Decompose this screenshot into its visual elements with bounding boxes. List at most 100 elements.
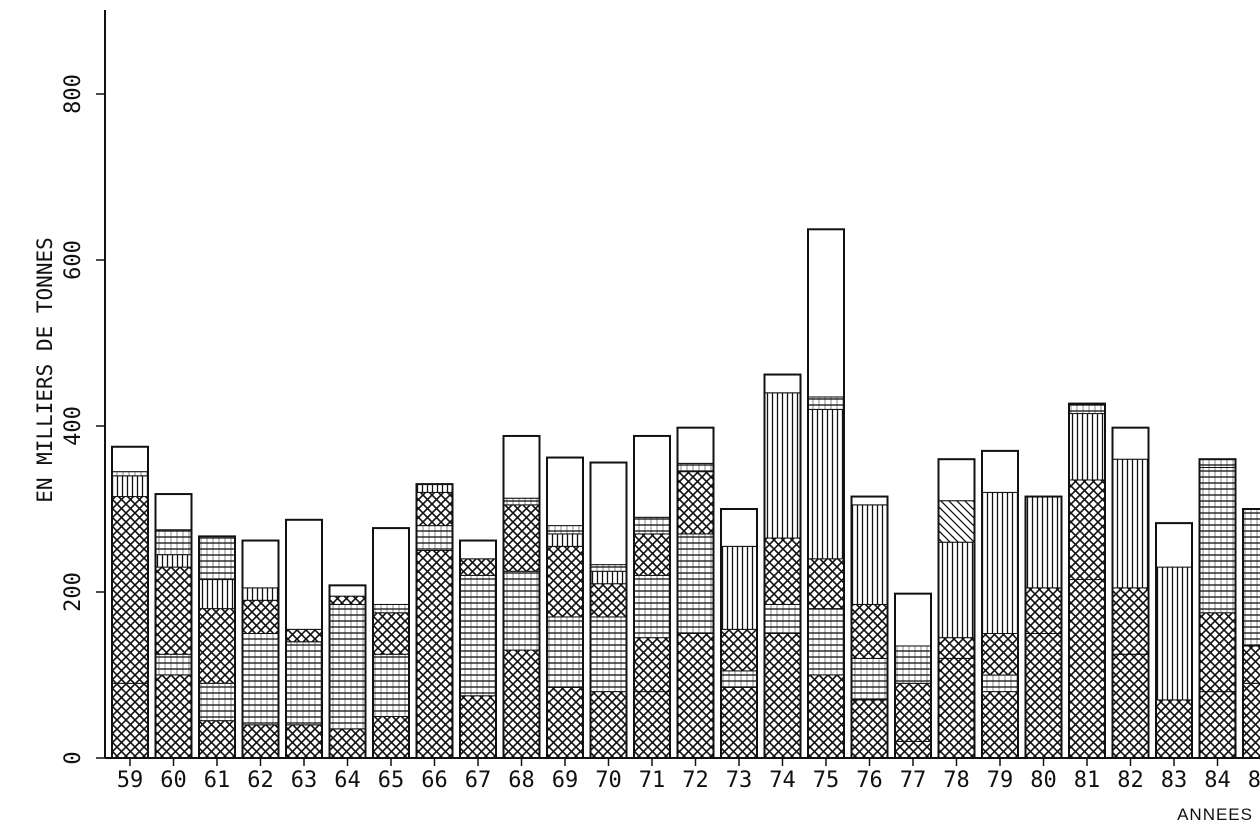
bar-segment bbox=[198, 537, 236, 581]
bar-65 bbox=[372, 527, 410, 760]
bar-77 bbox=[894, 592, 932, 759]
x-tick-label: 78 bbox=[943, 768, 970, 793]
bar-segment bbox=[459, 574, 497, 697]
bar-segment bbox=[1025, 633, 1062, 759]
bar-68 bbox=[502, 434, 541, 759]
bar-segment bbox=[198, 579, 236, 610]
bar-segment bbox=[1068, 579, 1106, 759]
bar-segment bbox=[590, 691, 627, 759]
bar-segment bbox=[807, 674, 845, 759]
bar-segment bbox=[242, 633, 279, 726]
x-tick-label: 60 bbox=[160, 768, 187, 793]
x-tick-label: 77 bbox=[900, 768, 927, 793]
bar-segment bbox=[1112, 458, 1149, 589]
bar-segment bbox=[894, 682, 932, 742]
x-tick-label: 83 bbox=[1161, 768, 1188, 793]
bar-segment bbox=[981, 491, 1019, 634]
bar-85 bbox=[1242, 508, 1260, 759]
bar-80 bbox=[1024, 495, 1063, 759]
x-tick-label: 68 bbox=[508, 768, 535, 793]
y-tick-label: 200 bbox=[61, 572, 86, 612]
bar-segment bbox=[155, 493, 192, 531]
bar-segment bbox=[764, 603, 801, 635]
bar-81 bbox=[1068, 402, 1106, 759]
y-tick-label: 400 bbox=[61, 406, 86, 446]
bar-segment bbox=[894, 593, 932, 647]
bar-segment bbox=[1025, 496, 1062, 589]
bar-segment bbox=[590, 570, 627, 585]
bar-segment bbox=[198, 608, 236, 684]
bar-segment bbox=[807, 608, 845, 676]
bar-outline bbox=[1242, 508, 1260, 759]
bar-segment bbox=[938, 458, 975, 502]
bar-segment bbox=[938, 637, 975, 659]
bar-60 bbox=[154, 493, 193, 759]
bar-segment bbox=[1242, 645, 1260, 684]
bar-segment bbox=[677, 471, 714, 535]
bar-segment bbox=[155, 674, 192, 759]
bars bbox=[111, 228, 1260, 760]
bar-segment bbox=[1242, 508, 1260, 647]
bar-83 bbox=[1155, 522, 1193, 759]
bar-segment bbox=[285, 724, 323, 759]
bar-71 bbox=[633, 434, 671, 759]
bar-segment bbox=[546, 533, 584, 547]
bar-segment bbox=[372, 527, 410, 605]
bar-segment bbox=[894, 645, 932, 684]
bar-72 bbox=[676, 426, 715, 759]
x-tick-label: 63 bbox=[291, 768, 318, 793]
x-tick-label: 70 bbox=[595, 768, 622, 793]
bar-61 bbox=[198, 535, 236, 760]
bar-segment bbox=[1199, 612, 1236, 693]
bar-segment bbox=[242, 599, 279, 634]
x-tick-label: 75 bbox=[813, 768, 840, 793]
bar-segment bbox=[329, 595, 366, 605]
bar-segment bbox=[1068, 403, 1106, 415]
bar-segment bbox=[155, 554, 192, 568]
y-tick-label: 800 bbox=[61, 74, 86, 114]
bar-segment bbox=[546, 457, 584, 527]
bar-segment bbox=[242, 540, 279, 589]
x-tick-label: 62 bbox=[247, 768, 274, 793]
bar-segment bbox=[285, 641, 323, 726]
x-tick-label: 65 bbox=[378, 768, 405, 793]
x-tick-label: 85 bbox=[1248, 768, 1260, 793]
bar-segment bbox=[372, 603, 410, 614]
bar-segment bbox=[1199, 458, 1236, 469]
bar-segment bbox=[372, 653, 410, 717]
bar-segment bbox=[633, 435, 671, 518]
bar-segment bbox=[633, 574, 671, 639]
bar-segment bbox=[677, 427, 714, 464]
bar-segment bbox=[155, 566, 192, 655]
x-tick-label: 79 bbox=[987, 768, 1014, 793]
bar-segment bbox=[459, 540, 497, 560]
x-tick-label: 74 bbox=[769, 768, 796, 793]
bar-segment bbox=[416, 525, 453, 551]
bar-segment bbox=[764, 374, 801, 394]
bar-segment bbox=[198, 682, 236, 722]
bar-segment bbox=[546, 545, 584, 618]
bar-segment bbox=[546, 616, 584, 688]
bar-segment bbox=[285, 519, 323, 630]
bar-segment bbox=[633, 533, 671, 576]
bar-segment bbox=[111, 496, 149, 684]
x-tick-label: 72 bbox=[682, 768, 709, 793]
bar-segment bbox=[329, 603, 366, 730]
bar-segment bbox=[938, 657, 975, 759]
x-tick-label: 76 bbox=[856, 768, 883, 793]
bar-segment bbox=[851, 504, 888, 605]
bar-segment bbox=[720, 670, 758, 688]
bar-segment bbox=[720, 545, 758, 630]
bar-segment bbox=[1155, 522, 1193, 568]
bar-segment bbox=[633, 516, 671, 535]
bar-segment bbox=[329, 728, 366, 759]
bar-segment bbox=[981, 633, 1019, 676]
bar-segment bbox=[416, 491, 453, 527]
bar-segment bbox=[242, 724, 279, 759]
bar-75 bbox=[807, 228, 845, 760]
bar-segment bbox=[677, 533, 714, 635]
x-ticks: 59 60 61 62 63 64 65 66 67 68 69 70 71 72 73 74 75 76 77 78… bbox=[117, 758, 1260, 793]
bar-82 bbox=[1111, 426, 1150, 759]
bar-segment bbox=[764, 537, 801, 605]
